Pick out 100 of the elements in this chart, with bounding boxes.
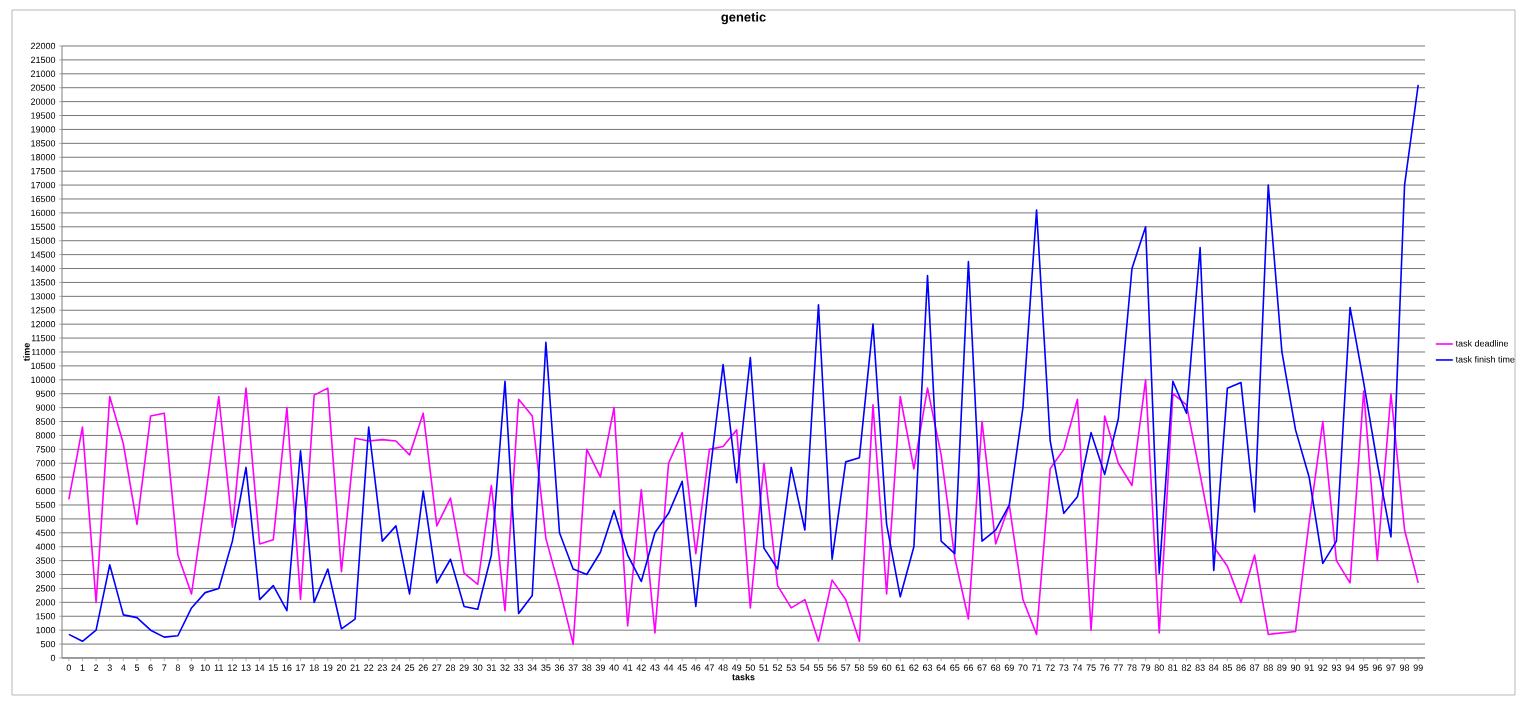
x-tick-label: 73: [1059, 664, 1069, 671]
x-tick-label: 75: [1086, 664, 1096, 671]
x-tick-label: 69: [1004, 664, 1014, 671]
chart-title: genetic: [721, 12, 766, 25]
y-tick-label: 7000: [36, 460, 56, 467]
x-tick-label: 47: [704, 664, 714, 671]
x-tick-label: 26: [418, 664, 428, 671]
y-tick-label: 0: [50, 654, 56, 662]
y-tick-label: 6500: [36, 473, 56, 481]
y-tick-label: 13500: [31, 279, 56, 286]
x-tick-label: 28: [445, 664, 456, 671]
x-tick-label: 4: [121, 664, 126, 671]
x-tick-label: 46: [691, 664, 701, 671]
x-tick-label: 45: [677, 664, 687, 671]
x-tick-label: 0: [66, 664, 71, 671]
x-tick-label: 78: [1127, 664, 1137, 671]
x-tick-label: 5: [134, 664, 140, 671]
y-tick-label: 2500: [36, 585, 56, 592]
x-tick-label: 93: [1331, 664, 1342, 671]
x-tick-label: 1: [80, 664, 85, 671]
x-tick-label: 33: [513, 664, 524, 671]
y-tick-label: 20000: [31, 98, 56, 105]
x-tick-label: 77: [1113, 664, 1123, 671]
y-tick-label: 10000: [31, 376, 56, 383]
x-tick-label: 74: [1072, 664, 1083, 671]
x-tick-label: 31: [486, 664, 496, 671]
y-tick-label: 19500: [31, 112, 56, 119]
x-tick-label: 55: [813, 664, 824, 671]
x-tick-label: 18: [309, 664, 319, 671]
x-tick-label: 67: [977, 664, 987, 671]
y-tick-label: 2000: [36, 599, 56, 606]
x-tick-label: 59: [868, 664, 878, 671]
y-tick-label: 3500: [35, 557, 56, 564]
x-tick-label: 65: [950, 664, 960, 671]
y-tick-label: 1500: [36, 613, 56, 620]
x-tick-label: 56: [827, 664, 837, 671]
x-tick-label: 71: [1032, 664, 1042, 671]
x-tick-label: 15: [268, 664, 278, 671]
y-tick-label: 17000: [31, 181, 56, 189]
x-tick-label: 81: [1168, 664, 1178, 671]
x-tick-label: 68: [991, 664, 1001, 671]
x-tick-label: 95: [1359, 664, 1369, 671]
x-tick-label: 41: [622, 664, 633, 671]
x-tick-label: 17: [296, 664, 306, 671]
y-tick-label: 19000: [31, 126, 56, 133]
x-tick-label: 44: [663, 664, 674, 671]
x-tick-label: 85: [1222, 664, 1232, 671]
x-tick-label: 76: [1100, 664, 1110, 671]
x-tick-label: 80: [1154, 664, 1164, 671]
x-tick-label: 89: [1277, 664, 1287, 671]
x-tick-label: 7: [162, 664, 167, 671]
x-tick-label: 52: [772, 664, 783, 671]
x-tick-label: 3: [107, 664, 112, 671]
x-tick-label: 25: [405, 664, 415, 671]
x-tick-label: 83: [1195, 664, 1205, 671]
x-tick-label: 42: [636, 664, 646, 671]
y-tick-label: 14500: [31, 251, 56, 258]
x-tick-label: 6: [148, 664, 153, 671]
x-tick-label: 64: [936, 664, 946, 671]
y-tick-label: 8500: [35, 418, 56, 425]
legend-label: task finish time: [1455, 355, 1515, 363]
x-tick-label: 87: [1250, 664, 1260, 671]
x-tick-label: 51: [759, 664, 769, 671]
x-tick-label: 94: [1345, 664, 1355, 671]
x-tick-label: 96: [1372, 664, 1382, 671]
x-tick-label: 2: [94, 664, 99, 671]
x-tick-label: 19: [323, 664, 333, 671]
x-tick-label: 20: [336, 664, 347, 671]
y-tick-label: 12500: [31, 307, 56, 314]
y-tick-label: 21500: [31, 56, 56, 64]
x-tick-label: 86: [1236, 664, 1246, 671]
y-tick-label: 5000: [35, 515, 56, 523]
x-tick-label: 61: [895, 664, 905, 671]
x-tick-label: 54: [800, 664, 810, 671]
y-tick-label: 14000: [31, 265, 56, 272]
x-tick-label: 8: [175, 664, 180, 671]
x-axis-title: tasks: [732, 673, 755, 681]
y-tick-label: 15000: [31, 237, 56, 244]
y-tick-label: 16000: [31, 209, 56, 217]
x-tick-label: 16: [282, 664, 292, 671]
x-tick-label: 72: [1045, 664, 1055, 671]
x-tick-label: 27: [432, 664, 442, 671]
y-tick-label: 9500: [35, 390, 56, 397]
x-tick-label: 62: [909, 664, 919, 671]
x-tick-label: 99: [1413, 664, 1423, 671]
x-tick-label: 66: [963, 664, 973, 671]
x-tick-label: 34: [527, 664, 537, 671]
x-tick-label: 39: [595, 664, 605, 671]
y-tick-label: 1000: [36, 626, 56, 634]
y-tick-label: 16500: [31, 195, 56, 203]
x-tick-label: 24: [391, 664, 401, 671]
x-tick-label: 10: [200, 664, 210, 671]
y-tick-label: 9000: [35, 404, 56, 411]
y-tick-label: 5500: [35, 501, 56, 509]
x-tick-label: 13: [241, 664, 251, 671]
x-tick-label: 11: [214, 664, 223, 671]
y-tick-label: 4000: [35, 543, 56, 550]
y-tick-label: 13000: [31, 293, 56, 300]
x-tick-label: 32: [500, 664, 510, 671]
y-tick-label: 11500: [31, 334, 56, 342]
